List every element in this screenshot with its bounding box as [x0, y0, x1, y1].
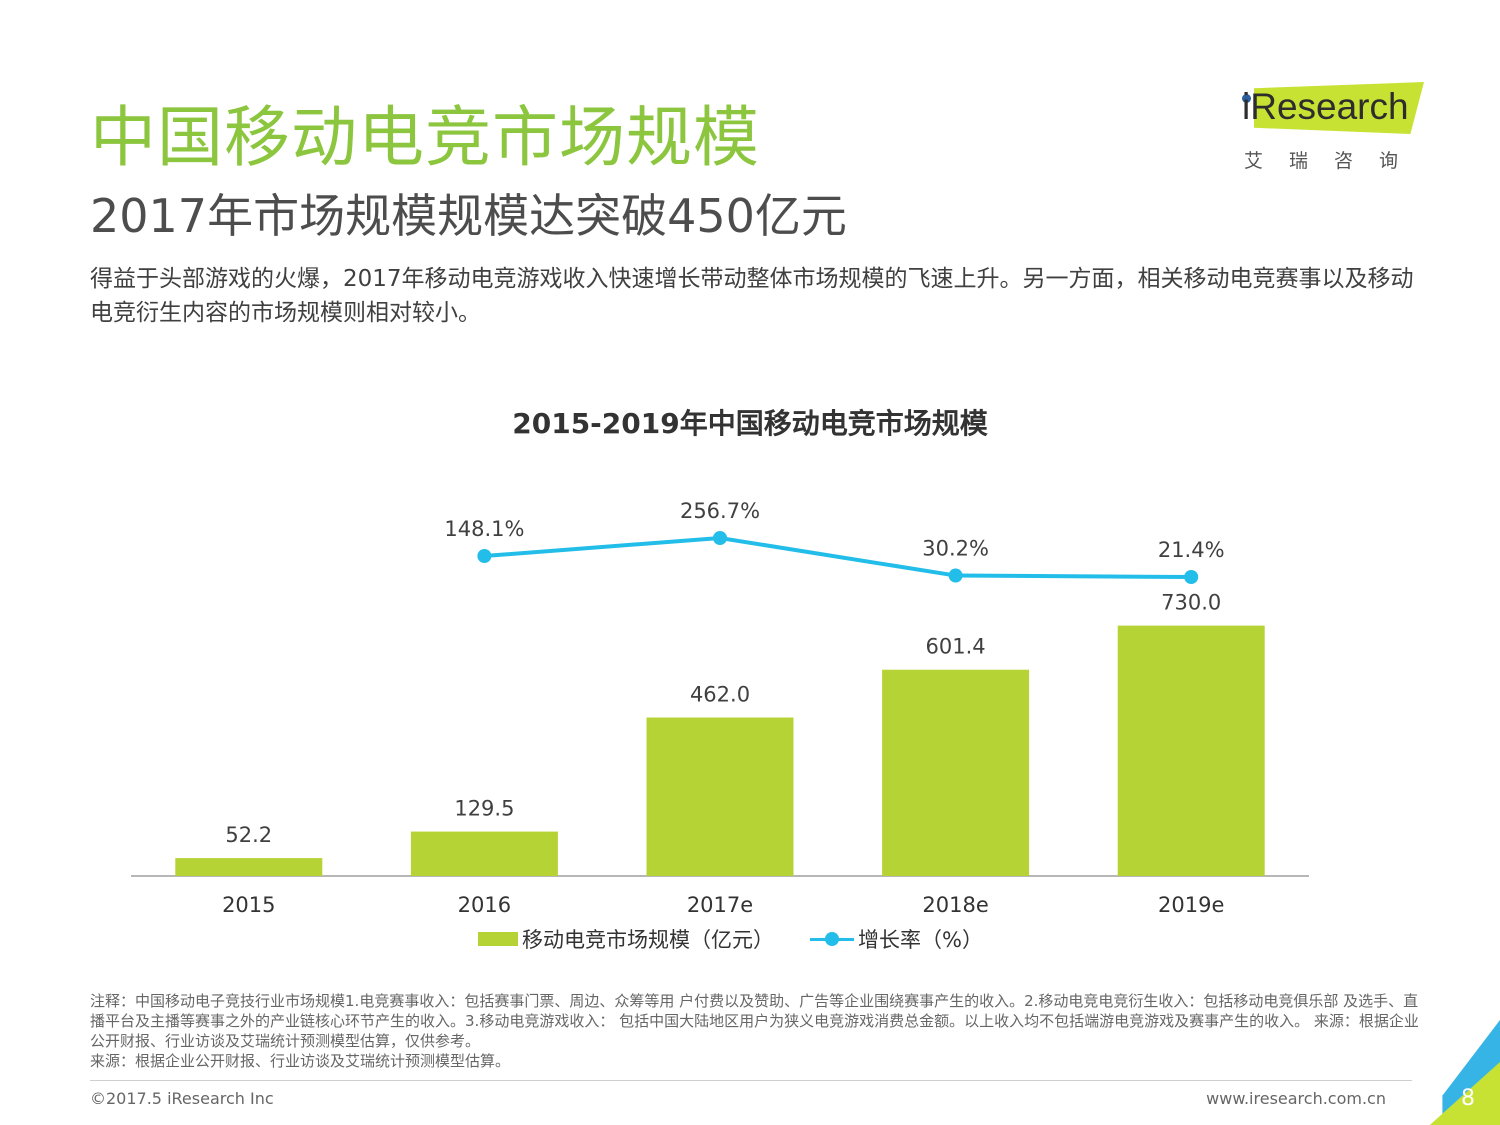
growth-point: [1184, 570, 1199, 584]
x-tick-label: 2015: [222, 893, 275, 917]
x-tick-label: 2017e: [687, 893, 753, 917]
legend-line-label: 增长率（%）: [858, 928, 983, 952]
legend-line-swatch: [810, 932, 854, 946]
x-tick-label: 2016: [458, 893, 511, 917]
bar-value-label: 601.4: [926, 635, 986, 659]
logo-tagline: 艾瑞咨询: [1244, 150, 1425, 172]
bar: [646, 717, 794, 876]
logo-dot-icon: [1242, 94, 1251, 103]
page-subtitle: 2017年市场规模规模达突破450亿元: [90, 189, 847, 243]
growth-value-label: 148.1%: [444, 517, 524, 541]
footer-copyright: ©2017.5 iResearch Inc: [90, 1089, 274, 1108]
legend-bar-label: 移动电竞市场规模（亿元）: [522, 928, 774, 952]
footer-website[interactable]: www.iresearch.com.cn: [1206, 1089, 1386, 1108]
footer-divider: [90, 1080, 1412, 1081]
bar: [882, 669, 1030, 876]
bar: [410, 831, 558, 876]
bar: [175, 858, 323, 876]
growth-value-label: 256.7%: [680, 499, 760, 523]
intro-paragraph: 得益于头部游戏的火爆，2017年移动电竞游戏收入快速增长带动整体市场规模的飞速上…: [90, 266, 1414, 326]
x-tick-label: 2019e: [1158, 893, 1224, 917]
bar-value-label: 730.0: [1161, 591, 1221, 615]
bar: [1117, 625, 1265, 876]
iresearch-logo: iResearch 艾瑞咨询: [1236, 80, 1426, 172]
page-number: 8: [1461, 1086, 1475, 1111]
corner-decoration: [1410, 1020, 1500, 1125]
growth-line: [484, 535, 1192, 579]
chart-title: 2015-2019年中国移动电竞市场规模: [512, 407, 988, 440]
bar-value-label: 462.0: [690, 683, 750, 707]
logo-wordmark: iResearch: [1242, 86, 1409, 127]
growth-value-label: 30.2%: [922, 537, 989, 561]
x-tick-label: 2018e: [922, 893, 988, 917]
bar-value-label: 52.2: [225, 823, 272, 847]
chart-legend: 移动电竞市场规模（亿元） 增长率（%）: [478, 924, 1019, 954]
bar-value-label: 129.5: [454, 797, 514, 821]
source-text: 来源：根据企业公开财报、行业访谈及艾瑞统计预测模型估算。: [90, 1052, 511, 1070]
legend-item-line: 增长率（%）: [810, 924, 983, 954]
growth-point: [948, 568, 963, 583]
growth-value-label: 21.4%: [1158, 538, 1225, 562]
legend-bar-swatch: [478, 932, 518, 946]
growth-point: [713, 531, 727, 545]
growth-point: [477, 549, 492, 563]
page-title: 中国移动电竞市场规模: [90, 99, 760, 176]
legend-item-bar: 移动电竞市场规模（亿元）: [478, 924, 774, 954]
note-text: 注释：中国移动电子竞技行业市场规模1.电竞赛事收入：包括赛事门票、周边、众筹等用…: [90, 992, 1419, 1050]
chart-notes: 注释：中国移动电子竞技行业市场规模1.电竞赛事收入：包括赛事门票、周边、众筹等用…: [90, 991, 1425, 1071]
logo-band: [1254, 82, 1424, 134]
market-size-chart: 52.2 2015 129.5 2016 462.0 2017e 601.4 2018e 730…: [131, 499, 1309, 917]
